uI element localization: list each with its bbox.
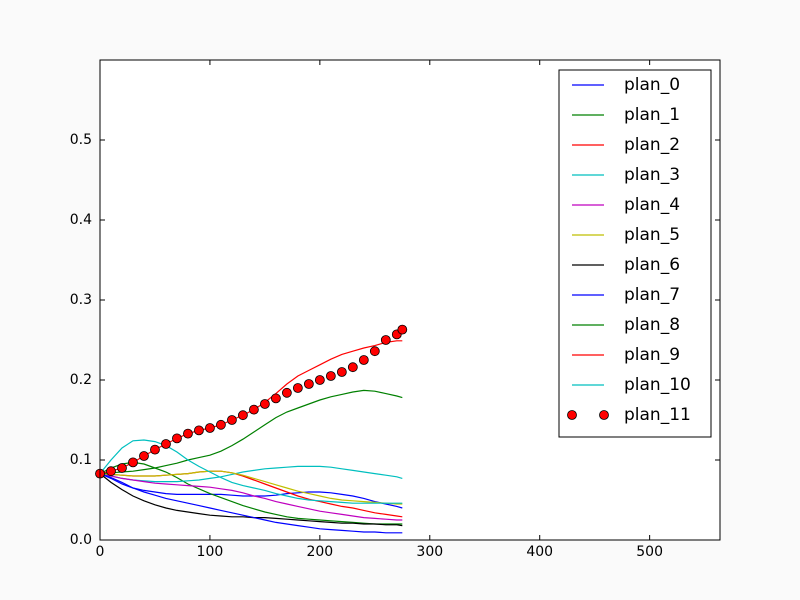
series-line xyxy=(99,470,403,505)
legend-label: plan_6 xyxy=(624,255,680,275)
point xyxy=(270,393,281,404)
legend-label: plan_3 xyxy=(624,165,680,185)
series-line xyxy=(99,473,403,521)
point xyxy=(380,335,391,345)
legend-label: plan_1 xyxy=(624,105,680,125)
point xyxy=(216,419,226,430)
series-line xyxy=(99,389,403,475)
legend-label: plan_8 xyxy=(624,315,680,335)
legend-label: plan_10 xyxy=(624,375,691,395)
legend-swatch xyxy=(567,410,577,420)
point xyxy=(369,346,380,357)
x-tick-label: 0 xyxy=(96,544,105,560)
series-line xyxy=(99,465,403,483)
point xyxy=(150,444,160,455)
x-tick-label: 500 xyxy=(636,544,663,560)
series-line xyxy=(99,461,403,525)
point xyxy=(292,383,303,393)
point xyxy=(325,371,336,381)
legend-label: plan_0 xyxy=(624,75,680,95)
point xyxy=(249,404,259,415)
point xyxy=(259,399,270,409)
legend-swatch xyxy=(599,410,609,420)
x-tick-label: 100 xyxy=(197,544,224,560)
point xyxy=(227,415,237,425)
point xyxy=(358,355,369,365)
legend-label: plan_11 xyxy=(624,405,691,425)
x-tick-label: 200 xyxy=(306,544,333,560)
point xyxy=(314,375,325,385)
point xyxy=(106,466,116,477)
point xyxy=(139,451,149,461)
point xyxy=(336,367,347,377)
point xyxy=(397,324,408,335)
legend: plan_0 plan_1 plan_2 plan_3 plan_4 plan_5plan… xyxy=(558,69,712,438)
point xyxy=(183,428,193,439)
point xyxy=(161,439,171,449)
series-line xyxy=(99,473,403,534)
axes-frame xyxy=(99,59,721,541)
legend-label: plan_4 xyxy=(624,195,680,215)
series-line xyxy=(99,439,403,504)
point xyxy=(347,362,358,373)
legend-label: plan_9 xyxy=(624,345,680,365)
y-tick-label: 0.2 xyxy=(70,372,92,388)
point xyxy=(238,410,248,421)
y-tick-label: 0.1 xyxy=(70,452,92,468)
point xyxy=(281,387,292,398)
y-tick-label: 0.5 xyxy=(70,132,92,148)
y-tick-label: 0.4 xyxy=(70,212,92,228)
y-tick-label: 0.0 xyxy=(70,532,92,548)
legend-box xyxy=(558,69,712,438)
point xyxy=(117,463,127,473)
x-tick-label: 400 xyxy=(526,544,553,560)
point xyxy=(172,433,182,444)
legend-label: plan_7 xyxy=(624,285,680,305)
legend-label: plan_2 xyxy=(624,135,680,155)
point xyxy=(194,425,204,436)
point xyxy=(303,379,314,389)
legend-label: plan_5 xyxy=(624,225,680,245)
point xyxy=(128,457,138,468)
point xyxy=(205,423,215,433)
series-layer xyxy=(95,324,408,534)
y-tick-label: 0.3 xyxy=(70,292,92,308)
x-tick-label: 300 xyxy=(416,544,443,560)
